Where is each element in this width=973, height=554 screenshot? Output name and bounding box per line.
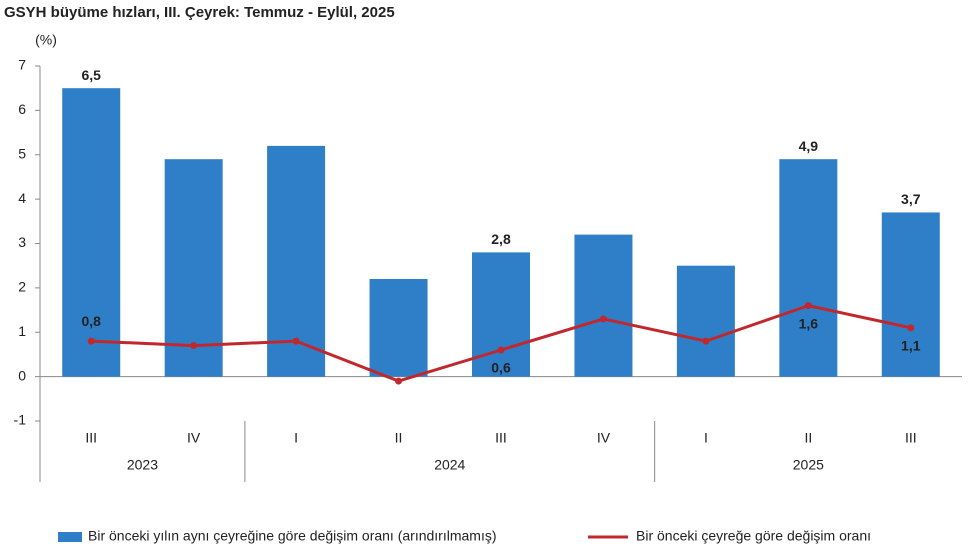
bar: [164, 159, 223, 377]
x-tick-label: II: [395, 430, 403, 446]
bar: [472, 252, 530, 377]
y-tick-label: -1: [14, 412, 27, 428]
x-tick-label: IV: [187, 430, 201, 446]
x-group-label: 2023: [127, 457, 158, 473]
y-tick-label: 7: [18, 57, 26, 73]
legend-swatch: [58, 532, 82, 542]
x-tick-label: III: [905, 430, 917, 446]
y-tick-label: 6: [18, 101, 26, 117]
line-point: [190, 342, 198, 350]
y-tick-label: 0: [18, 367, 26, 383]
chart-title: GSYH büyüme hızları, III. Çeyrek: Temmuz…: [4, 4, 395, 21]
x-tick-label: I: [294, 430, 298, 446]
bar: [676, 265, 735, 377]
y-tick-label: 3: [18, 234, 26, 250]
line-point: [907, 324, 915, 332]
bar-value-label: 3,7: [901, 191, 921, 207]
bar: [574, 234, 633, 377]
line-point: [804, 302, 812, 310]
bar-value-label: 4,9: [799, 138, 819, 154]
x-tick-label: III: [495, 430, 507, 446]
bar: [62, 88, 121, 377]
y-tick-label: 4: [18, 190, 26, 206]
bar-value-label: 6,5: [81, 67, 101, 83]
line-value-label: 1,6: [799, 315, 819, 331]
line-point: [395, 377, 403, 385]
line-value-label: 0,8: [81, 313, 101, 329]
y-tick-label: 1: [18, 323, 26, 339]
y-tick-label: 2: [18, 279, 26, 295]
y-tick-label: 5: [18, 145, 26, 161]
bar: [881, 212, 940, 377]
x-tick-label: II: [804, 430, 812, 446]
line-point: [599, 315, 607, 323]
line-value-label: 0,6: [491, 360, 511, 376]
bar: [369, 279, 428, 377]
line-point: [497, 346, 505, 354]
x-tick-label: I: [704, 430, 708, 446]
line-value-label: 1,1: [901, 338, 921, 354]
y-axis-label: (%): [35, 32, 57, 48]
line-point: [87, 337, 95, 345]
legend-label: Bir önceki yılın aynı çeyreğine göre değ…: [88, 528, 497, 544]
bar-value-label: 2,8: [491, 231, 511, 247]
x-group-label: 2025: [793, 457, 824, 473]
bar: [779, 159, 838, 377]
x-tick-label: III: [85, 430, 97, 446]
line-point: [702, 337, 710, 345]
x-group-label: 2024: [434, 457, 465, 473]
line-point: [292, 337, 300, 345]
x-tick-label: IV: [597, 430, 611, 446]
legend-label: Bir önceki çeyreğe göre değişim oranı: [636, 528, 871, 544]
